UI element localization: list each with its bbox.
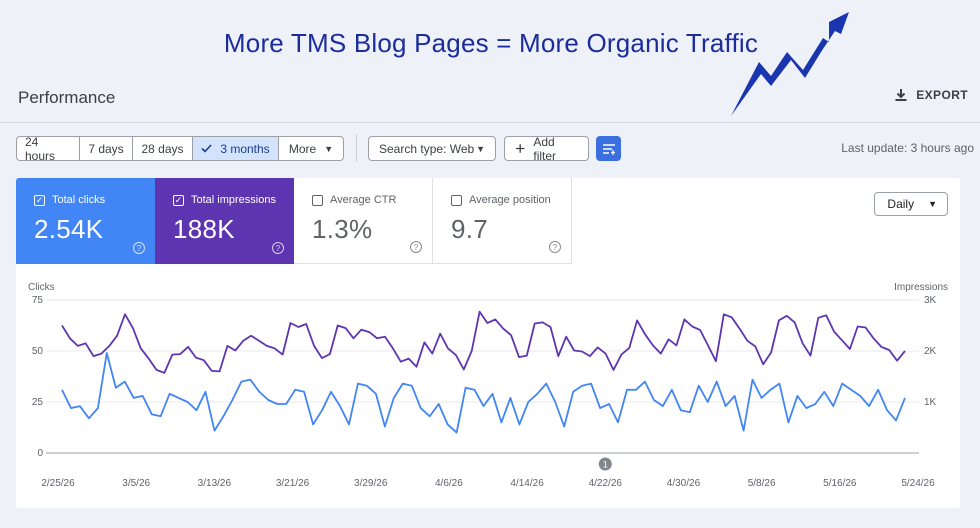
metric-value: 188K xyxy=(173,214,235,244)
x-tick-label: 4/14/26 xyxy=(510,478,544,489)
left-tick-label: 25 xyxy=(32,397,44,408)
metric-label: Average position xyxy=(469,194,551,206)
search-type-label: Search type: Web xyxy=(379,141,475,156)
performance-chart: Clicks Impressions 75 3K 50 2K 25 1K 0 2/25/26 3/5… xyxy=(28,282,948,489)
last-update-text: Last update: 3 hours ago xyxy=(841,141,974,155)
download-icon xyxy=(895,89,907,101)
x-tick-label: 5/16/26 xyxy=(823,478,857,489)
caret-down-icon: ▼ xyxy=(324,143,334,154)
export-label: EXPORT xyxy=(916,88,968,102)
range-3-months[interactable]: 3 months xyxy=(193,137,279,160)
trend-arrow-icon xyxy=(731,12,849,116)
x-tick-label: 3/21/26 xyxy=(276,478,310,489)
range-more[interactable]: More ▼ xyxy=(279,137,343,160)
performance-card: Clicks Impressions 75 3K 50 2K 25 1K 0 2/25/26 3/5… xyxy=(16,178,960,508)
metric-label: Average CTR xyxy=(330,194,397,206)
series-line-clicks xyxy=(61,352,906,434)
granularity-label: Daily xyxy=(887,197,915,211)
help-icon[interactable]: ? xyxy=(133,242,145,254)
help-icon[interactable]: ? xyxy=(549,241,561,253)
metric-value: 9.7 xyxy=(451,214,489,244)
checkbox-checked-icon: ✓ xyxy=(34,194,45,206)
x-tick-label: 2/25/26 xyxy=(41,478,75,489)
checkbox-unchecked-icon xyxy=(312,194,323,206)
filter-settings-button[interactable] xyxy=(596,136,621,161)
right-tick-label: 2K xyxy=(924,346,937,357)
metric-total-clicks[interactable]: ✓ Total clicks 2.54K ? xyxy=(16,178,155,264)
range-more-label: More xyxy=(288,141,317,156)
x-tick-label: 5/24/26 xyxy=(901,478,935,489)
series-line-impressions xyxy=(61,310,906,374)
metric-label: Total impressions xyxy=(191,194,276,206)
granularity-dropdown[interactable]: Daily ▼ xyxy=(874,192,948,216)
x-tick-label: 3/29/26 xyxy=(354,478,388,489)
help-icon[interactable]: ? xyxy=(410,241,422,253)
checkbox-checked-icon: ✓ xyxy=(173,194,184,206)
range-7-days[interactable]: 7 days xyxy=(80,137,133,160)
x-tick-label: 3/13/26 xyxy=(198,478,232,489)
search-type-dropdown[interactable]: Search type: Web ▼ xyxy=(368,136,496,161)
metric-total-impressions[interactable]: ✓ Total impressions 188K ? xyxy=(155,178,294,264)
plus-icon xyxy=(515,144,525,153)
date-range-selector: 24 hours 7 days 28 days 3 months More ▼ xyxy=(16,136,344,161)
x-tick-label: 4/22/26 xyxy=(589,478,623,489)
export-button[interactable]: EXPORT xyxy=(894,88,968,102)
add-filter-label: Add filter xyxy=(533,134,557,163)
metric-label: Total clicks xyxy=(52,194,106,206)
caret-down-icon: ▼ xyxy=(928,199,937,209)
right-tick-label: 3K xyxy=(924,295,937,306)
filter-lines-icon xyxy=(602,143,615,155)
left-axis-title: Clicks xyxy=(28,282,55,293)
left-tick-label: 0 xyxy=(37,448,43,459)
metric-average-ctr[interactable]: Average CTR 1.3% ? xyxy=(294,178,433,264)
toolbar-divider xyxy=(356,134,357,162)
range-24-hours[interactable]: 24 hours xyxy=(17,137,80,160)
metric-average-position[interactable]: Average position 9.7 ? xyxy=(433,178,572,264)
metric-value: 1.3% xyxy=(312,214,373,244)
help-icon[interactable]: ? xyxy=(272,242,284,254)
annotation-marker xyxy=(598,457,612,471)
left-tick-label: 75 xyxy=(32,295,44,306)
left-tick-label: 50 xyxy=(32,346,44,357)
checkbox-unchecked-icon xyxy=(451,194,462,206)
add-filter-button[interactable]: Add filter xyxy=(504,134,589,163)
x-tick-label: 5/8/26 xyxy=(748,478,776,489)
annotation-label: 1 xyxy=(603,460,608,470)
range-28-days[interactable]: 28 days xyxy=(133,137,193,160)
caret-down-icon: ▼ xyxy=(476,143,485,154)
x-tick-label: 4/6/26 xyxy=(435,478,463,489)
header-divider xyxy=(0,122,980,123)
headline: More TMS Blog Pages = More Organic Traff… xyxy=(223,28,759,58)
right-tick-label: 1K xyxy=(924,397,937,408)
check-icon xyxy=(201,144,212,153)
right-axis-title: Impressions xyxy=(894,282,948,293)
x-tick-label: 3/5/26 xyxy=(122,478,150,489)
range-3-months-label: 3 months xyxy=(220,141,270,156)
x-tick-label: 4/30/26 xyxy=(667,478,701,489)
metric-value: 2.54K xyxy=(34,214,104,244)
page-title: Performance xyxy=(18,88,116,107)
